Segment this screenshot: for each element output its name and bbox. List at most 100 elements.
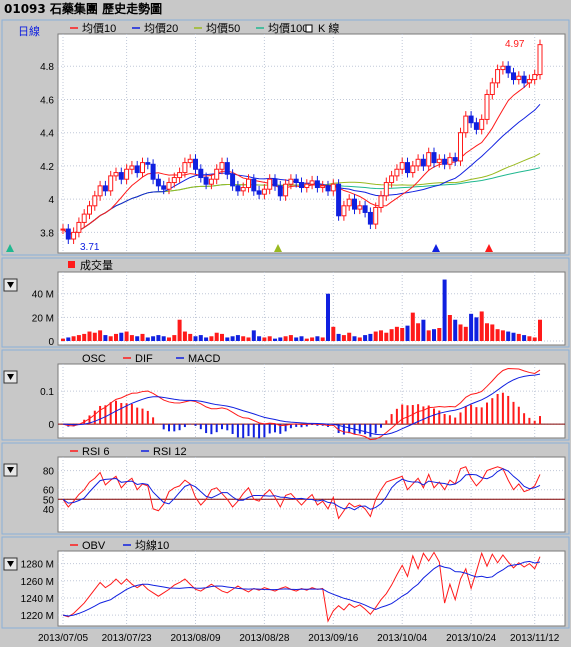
period-label: 日線: [18, 24, 40, 38]
volume-bar: [198, 335, 203, 341]
candle-body: [219, 162, 225, 170]
plot-area-macd: [57, 363, 566, 439]
volume-legend-swatch: [68, 261, 75, 268]
macd-menu-button[interactable]: [3, 370, 18, 384]
volume-bar: [209, 336, 214, 341]
candle-body: [92, 195, 98, 207]
volume-bar: [220, 333, 224, 341]
candle-body: [214, 168, 220, 180]
macd-y-tick: 0: [48, 420, 54, 431]
volume-bar: [161, 336, 166, 341]
volume-bar: [336, 333, 341, 341]
candle-body: [352, 198, 357, 210]
volume-bar: [145, 337, 150, 341]
volume-bar: [108, 336, 113, 341]
volume-bar: [490, 324, 495, 341]
volume-bar: [506, 331, 511, 341]
x-tick-label: 2013/07/23: [102, 633, 152, 644]
rsi-menu-button[interactable]: [3, 463, 18, 477]
volume-bar: [119, 332, 124, 341]
high-price-label: 4.97: [505, 39, 525, 50]
volume-bar: [320, 337, 325, 341]
candle-body: [389, 175, 395, 184]
volume-bar: [373, 331, 378, 341]
candle-body: [479, 118, 485, 130]
macd-legend-item: DIF: [135, 353, 153, 365]
volume-bar: [251, 330, 256, 341]
volume-bar: [278, 337, 283, 341]
rsi-y-tick: 80: [43, 467, 55, 478]
obv-y-tick: 1280 M: [21, 560, 54, 571]
macd-line: [62, 373, 541, 436]
k-line-legend-icon: [305, 24, 313, 33]
volume-bar: [235, 335, 240, 341]
volume-menu-button[interactable]: [3, 278, 18, 292]
x-tick-label: 2013/09/16: [308, 633, 358, 644]
volume-bar: [485, 323, 489, 341]
volume-bar: [447, 315, 452, 341]
volume-bar: [156, 335, 161, 341]
volume-bar: [474, 317, 479, 341]
volume-bar: [463, 326, 468, 341]
volume-bar: [453, 319, 458, 341]
obv-menu-button[interactable]: [3, 557, 18, 571]
volume-bar: [299, 336, 304, 341]
candle-body: [500, 65, 506, 71]
candle-body: [537, 44, 543, 76]
volume-bar: [421, 319, 426, 341]
candle-body: [526, 79, 532, 84]
candle-body: [251, 178, 257, 192]
candle-body: [511, 72, 516, 81]
x-tick-label: 2013/10/04: [377, 633, 427, 644]
price-y-tick: 4.8: [40, 62, 54, 73]
volume-bar: [92, 332, 97, 341]
candle-body: [532, 74, 538, 81]
candle-body: [140, 162, 145, 174]
rsi-y-tick: 60: [43, 486, 55, 497]
volume-bar: [267, 336, 272, 341]
candle-body: [81, 213, 87, 223]
rsi-legend-item: RSI 6: [82, 446, 110, 458]
macd-legend-item: OSC: [82, 353, 106, 365]
candle-body: [65, 228, 71, 240]
volume-bar: [124, 331, 129, 341]
volume-bar: [140, 333, 145, 341]
candle-body: [426, 152, 432, 167]
candle-body: [198, 168, 204, 179]
candle-body: [124, 168, 130, 180]
volume-bar: [495, 329, 500, 341]
candle-body: [288, 178, 294, 185]
volume-bar: [103, 335, 108, 341]
volume-bar: [315, 336, 320, 341]
candle-body: [134, 165, 140, 174]
candle-body: [378, 195, 384, 208]
volume-bar: [172, 335, 177, 341]
candle-body: [272, 178, 278, 187]
volume-y-tick: 20 M: [32, 313, 54, 324]
volume-bar: [283, 336, 288, 341]
candle-body: [261, 188, 267, 195]
candle-body: [399, 162, 405, 170]
price-y-tick: 4: [48, 195, 54, 206]
candle-body: [97, 185, 103, 197]
candle-body: [293, 178, 299, 184]
macd-y-tick: 0.1: [40, 387, 54, 398]
volume-bar: [352, 336, 357, 341]
candle-body: [362, 205, 368, 213]
volume-bar: [288, 335, 293, 341]
candle-body: [341, 205, 347, 217]
candle-body: [76, 221, 82, 233]
volume-bar: [246, 337, 251, 341]
candle-body: [240, 187, 246, 192]
volume-y-tick: 40 M: [32, 290, 54, 301]
price-legend-item: 均價20: [144, 21, 178, 35]
candle-body: [314, 180, 320, 189]
candle-body: [516, 75, 522, 81]
volume-bar: [511, 332, 516, 341]
candle-body: [208, 178, 214, 185]
price-y-tick: 3.8: [40, 228, 54, 239]
candle-body: [410, 165, 416, 174]
volume-bar: [331, 326, 336, 341]
signal-marker-icon: [6, 244, 14, 252]
volume-bar: [426, 330, 431, 341]
